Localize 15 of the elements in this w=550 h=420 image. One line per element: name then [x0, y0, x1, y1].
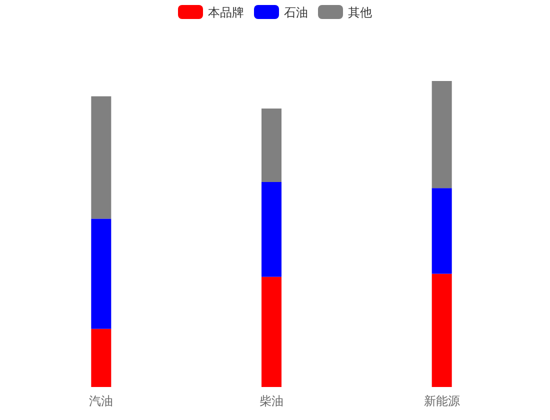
bar [262, 108, 282, 182]
legend-label: 本品牌 [208, 6, 244, 20]
x-tick-label: 汽油 [89, 394, 114, 408]
bar [91, 218, 112, 329]
bar [262, 182, 282, 277]
bar [91, 328, 112, 387]
x-tick-label: 新能源 [424, 394, 460, 408]
bar [262, 276, 282, 387]
x-tick-label: 柴油 [260, 394, 284, 408]
bar [432, 81, 452, 188]
bar [432, 188, 452, 274]
legend-label: 其他 [348, 6, 372, 20]
bar [432, 274, 452, 387]
bar [91, 96, 112, 219]
legend-label: 石油 [284, 6, 308, 20]
